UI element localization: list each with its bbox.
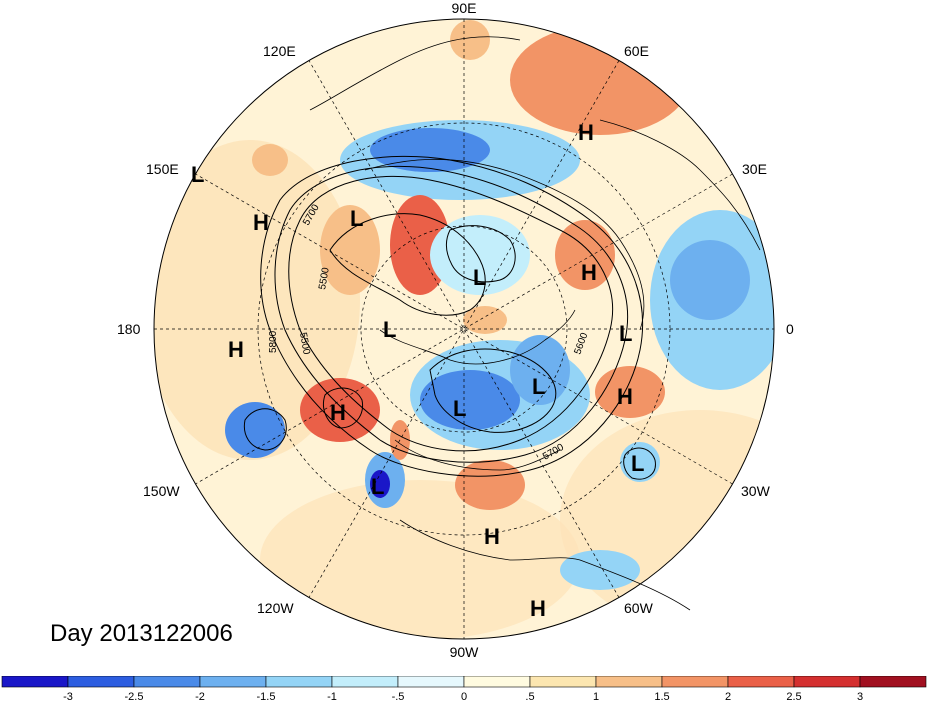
low-pressure-marker: L [532, 374, 545, 399]
colorbar-tick-label: -1 [327, 691, 337, 702]
colorbar-swatch [859, 676, 927, 688]
coastlines [309, 36, 761, 611]
lon-label-0: 0 [786, 321, 794, 337]
lon-label-120w: 120W [257, 600, 294, 616]
high-pressure-marker: H [228, 337, 244, 362]
low-pressure-marker: L [371, 474, 384, 499]
high-pressure-marker: H [581, 260, 597, 285]
contour-label: 5800 [268, 330, 279, 353]
lon-label-60w: 60W [624, 600, 654, 616]
lon-label-90e: 90E [452, 0, 477, 16]
colorbar-swatch [67, 676, 135, 688]
lon-label-150w: 150W [143, 483, 180, 499]
colorbar-tick-label: 2.5 [786, 691, 801, 702]
lon-label-150e: 150E [146, 161, 179, 177]
colorbar-tick-label: 1 [593, 691, 599, 702]
height-contours [243, 155, 656, 480]
colorbar-swatch [397, 676, 465, 688]
lon-label-120e: 120E [263, 43, 296, 59]
high-pressure-marker: H [530, 596, 546, 621]
colorbar-swatch [529, 676, 597, 688]
lon-label-30e: 30E [742, 161, 767, 177]
high-pressure-marker: H [617, 384, 633, 409]
colorbar-swatch [793, 676, 861, 688]
polar-stereographic-map: 5700 5500 5500 5800 5600 5700 H H H H H … [117, 0, 794, 660]
colorbar-swatch [1, 676, 69, 688]
lon-label-90w: 90W [450, 644, 480, 660]
contour-label: 5500 [297, 332, 312, 356]
colorbar-swatch [661, 676, 729, 688]
colorbar-tick-label: 0 [461, 691, 467, 702]
colorbar-tick-label: 3 [857, 691, 863, 702]
lon-label-180: 180 [117, 321, 141, 337]
lon-label-30w: 30W [741, 483, 771, 499]
colorbar-tick-label: -.5 [392, 691, 405, 702]
colorbar-swatch [595, 676, 663, 688]
low-pressure-marker: L [350, 206, 363, 231]
anomaly-shading [154, 19, 774, 639]
lon-label-60e: 60E [624, 43, 649, 59]
colorbar-swatch [331, 676, 399, 688]
colorbar-swatch [133, 676, 201, 688]
colorbar-swatches [1, 676, 927, 688]
colorbar: -3 -2.5 -2 -1.5 -1 -.5 0 .5 1 1.5 2 2.5 3 [1, 676, 927, 702]
colorbar-swatch [265, 676, 333, 688]
low-pressure-marker: L [631, 451, 644, 476]
colorbar-tick-label: -1.5 [257, 691, 276, 702]
colorbar-swatch [463, 676, 531, 688]
longitude-labels: 90E 60E 30E 0 30W 60W 90W 120W 150W 180 … [117, 0, 794, 660]
high-pressure-marker: H [484, 524, 500, 549]
colorbar-ticks: -3 -2.5 -2 -1.5 -1 -.5 0 .5 1 1.5 2 2.5 3 [63, 691, 863, 702]
colorbar-tick-label: -2 [195, 691, 205, 702]
colorbar-swatch [727, 676, 795, 688]
pressure-centers: H H H H H H H H L L L L L L L L L [191, 120, 644, 621]
colorbar-tick-label: 2 [725, 691, 731, 702]
low-pressure-marker: L [619, 321, 632, 346]
contour-label: 5500 [317, 266, 332, 290]
colorbar-tick-label: 1.5 [654, 691, 669, 702]
low-pressure-marker: L [453, 396, 466, 421]
date-label: Day 2013122006 [50, 620, 233, 647]
high-pressure-marker: H [330, 400, 346, 425]
colorbar-tick-label: -2.5 [125, 691, 144, 702]
meridians [154, 19, 774, 639]
low-pressure-marker: L [191, 162, 204, 187]
colorbar-tick-label: -3 [63, 691, 73, 702]
colorbar-tick-label: .5 [525, 691, 534, 702]
low-pressure-marker: L [473, 265, 486, 290]
low-pressure-marker: L [383, 317, 396, 342]
high-pressure-marker: H [253, 210, 269, 235]
colorbar-swatch [199, 676, 267, 688]
high-pressure-marker: H [578, 120, 594, 145]
